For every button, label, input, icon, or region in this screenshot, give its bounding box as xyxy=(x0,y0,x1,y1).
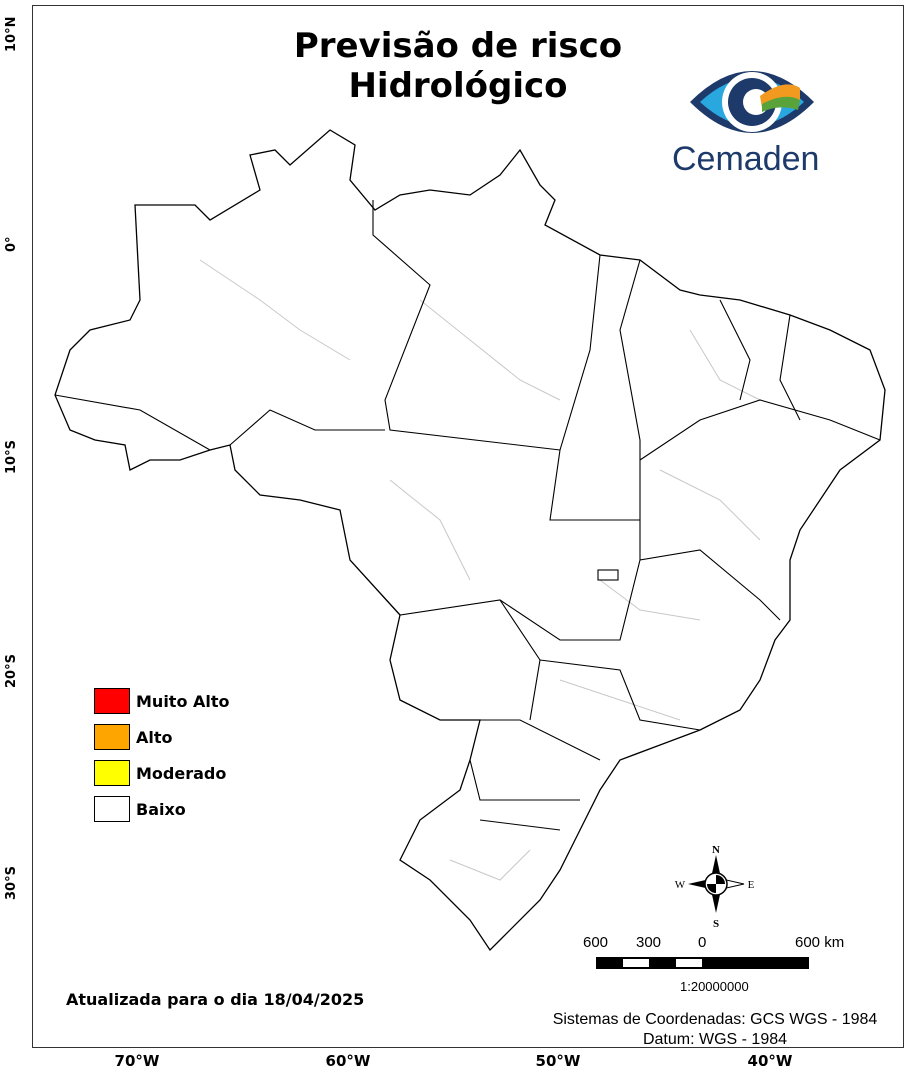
municipal-borders xyxy=(199,259,761,881)
logo-text: Cemaden xyxy=(672,140,820,178)
scale-label: 0 xyxy=(698,934,707,951)
legend-item: Baixo xyxy=(94,791,230,827)
legend-swatch xyxy=(94,760,130,786)
coordinate-system: Sistemas de Coordenadas: GCS WGS - 1984 … xyxy=(530,1010,900,1050)
legend-item: Muito Alto xyxy=(94,683,230,719)
legend-label: Moderado xyxy=(136,763,227,783)
scale-label: 300 xyxy=(636,934,662,951)
legend-swatch xyxy=(94,796,130,822)
lat-tick: 0° xyxy=(4,236,19,252)
scale-label: 600 km xyxy=(795,934,845,951)
lat-tick: 30°S xyxy=(4,866,19,900)
state-borders xyxy=(54,200,881,831)
lon-tick: 60°W xyxy=(325,1052,371,1070)
coord-line-1: Sistemas de Coordenadas: GCS WGS - 1984 xyxy=(552,1011,878,1028)
title-line-2: Hidrológico xyxy=(348,66,568,106)
scale-ratio: 1:20000000 xyxy=(680,979,749,994)
scale-label: 600 xyxy=(583,934,609,951)
brazil-outline xyxy=(54,129,886,952)
legend-label: Alto xyxy=(136,727,173,747)
legend-swatch xyxy=(94,688,130,714)
legend-item: Alto xyxy=(94,719,230,755)
legend-swatch xyxy=(94,724,130,750)
title-line-1: Previsão de risco xyxy=(293,26,623,66)
coord-line-2: Datum: WGS - 1984 xyxy=(642,1031,788,1048)
lon-tick: 50°W xyxy=(535,1052,581,1070)
legend: Muito Alto Alto Moderado Baixo xyxy=(94,683,230,827)
lat-tick: 10°S xyxy=(4,440,19,474)
map-frame xyxy=(32,5,904,1048)
lon-tick: 40°W xyxy=(747,1052,793,1070)
lon-tick: 70°W xyxy=(114,1052,160,1070)
legend-label: Muito Alto xyxy=(136,691,230,711)
updated-date: Atualizada para o dia 18/04/2025 xyxy=(66,990,365,1009)
legend-label: Baixo xyxy=(136,799,186,819)
lat-tick: 20°S xyxy=(4,654,19,688)
map-title: Previsão de risco Hidrológico xyxy=(0,26,916,106)
lat-tick: 10°N xyxy=(4,16,19,52)
legend-item: Moderado xyxy=(94,755,230,791)
